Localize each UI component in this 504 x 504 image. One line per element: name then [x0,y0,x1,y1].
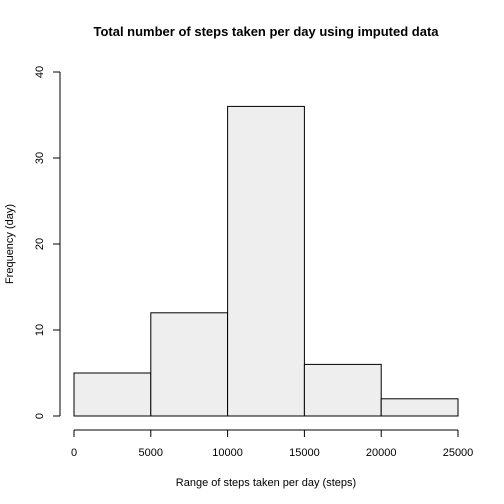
histogram-bar [73,372,152,417]
x-tick-label: 5000 [139,447,163,459]
y-axis-label: Frequency (day) [4,204,16,284]
x-tick-label: 10000 [212,447,243,459]
x-tick-label: 15000 [289,447,320,459]
histogram-bar [380,398,459,417]
chart-title: Total number of steps taken per day usin… [93,24,439,39]
x-tick-label: 25000 [443,447,474,459]
y-tick-label: 40 [34,66,46,78]
bars-group [73,105,459,417]
y-axis: 0 10 20 30 40 [34,66,61,419]
x-axis-label: Range of steps taken per day (steps) [176,477,356,489]
y-tick-label: 20 [34,238,46,250]
y-tick-label: 0 [34,413,46,419]
y-tick-label: 30 [34,152,46,164]
histogram-bar [227,105,305,417]
x-tick-label: 20000 [366,447,397,459]
y-tick-label: 10 [34,324,46,336]
x-tick-label: 0 [71,447,77,459]
histogram-bar [150,312,229,417]
histogram-bar [303,363,382,417]
x-axis: 0 5000 10000 15000 20000 25000 [71,429,474,459]
